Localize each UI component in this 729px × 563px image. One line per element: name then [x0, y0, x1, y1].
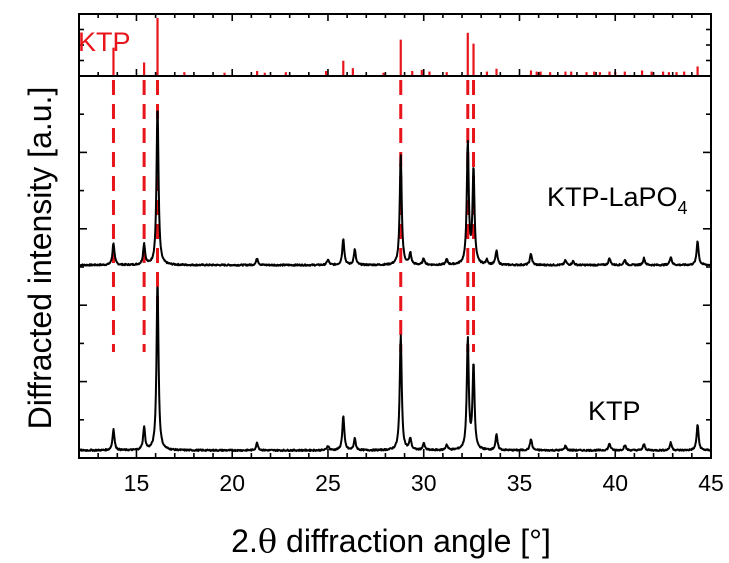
- series-line-1: [78, 286, 712, 453]
- x-axis-label: 2.θ diffraction angle [°]: [231, 522, 551, 560]
- axes: 15 20 25 30 35 40 45: [78, 13, 724, 496]
- reference-label: KTP: [78, 27, 131, 57]
- series-line-0: [78, 110, 712, 267]
- x-tick-label-40: 40: [602, 470, 628, 496]
- series-group: [78, 110, 712, 453]
- x-tick-label-20: 20: [219, 470, 245, 496]
- reference-panel: [112, 18, 699, 75]
- series-label-ktp: KTP: [588, 396, 641, 426]
- series-label-ktp-lapo4: KTP-LaPO4: [547, 182, 688, 218]
- x-tick-label-15: 15: [124, 470, 150, 496]
- x-tick-label-30: 30: [411, 470, 437, 496]
- x-tick-label-25: 25: [315, 470, 341, 496]
- series-label-subscript: 4: [678, 198, 688, 218]
- x-tick-label-35: 35: [507, 470, 533, 496]
- x-tick-label-45: 45: [698, 470, 724, 496]
- y-axis-label: Diffracted intensity [a.u.]: [22, 87, 58, 430]
